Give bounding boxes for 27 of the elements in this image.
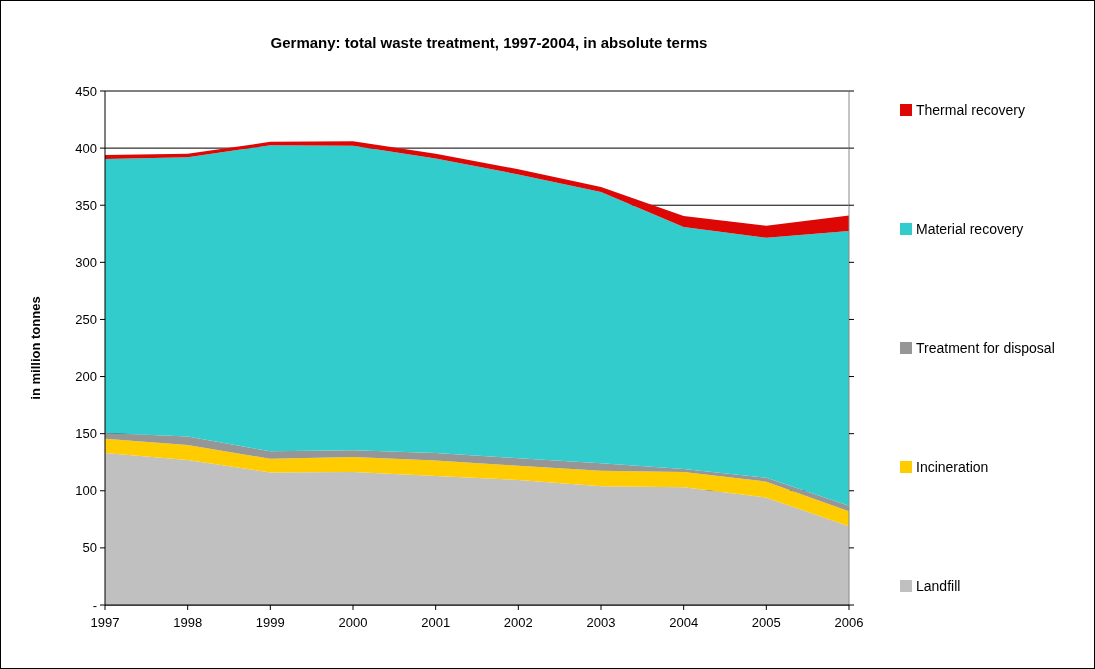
legend-label: Treatment for disposal <box>916 339 1055 356</box>
y-tick-label: 200 <box>75 369 97 385</box>
x-tick-label: 2006 <box>834 615 864 630</box>
y-tick-label: 450 <box>75 83 97 99</box>
y-tick-label: 50 <box>82 540 97 556</box>
y-tick-label: 350 <box>75 197 97 213</box>
x-tick-label: 1999 <box>255 615 285 630</box>
legend-label: Landfill <box>916 577 961 594</box>
x-tick-label: 2005 <box>751 615 781 630</box>
legend-label: Material recovery <box>916 220 1024 237</box>
x-tick-label: 1997 <box>90 615 120 630</box>
x-tick-label: 2001 <box>421 615 451 630</box>
x-tick-label: 2003 <box>586 615 616 630</box>
x-tick-label: 2004 <box>669 615 699 630</box>
y-tick-label: 400 <box>75 140 97 156</box>
chart-title: Germany: total waste treatment, 1997-2004, in absolute terms <box>270 34 708 51</box>
x-tick-label: 2000 <box>338 615 368 630</box>
y-tick-label: 300 <box>75 254 97 270</box>
y-tick-label: 250 <box>75 311 97 327</box>
y-tick-label: 150 <box>75 426 97 442</box>
y-tick-label: - <box>92 597 97 613</box>
legend-label: Thermal recovery <box>916 101 1025 118</box>
x-tick-label: 1998 <box>173 615 203 630</box>
legend-label: Incineration <box>916 458 989 475</box>
y-axis-title: in million tonnes <box>28 296 43 400</box>
x-tick-label: 2002 <box>503 615 533 630</box>
y-tick-label: 100 <box>75 483 97 499</box>
